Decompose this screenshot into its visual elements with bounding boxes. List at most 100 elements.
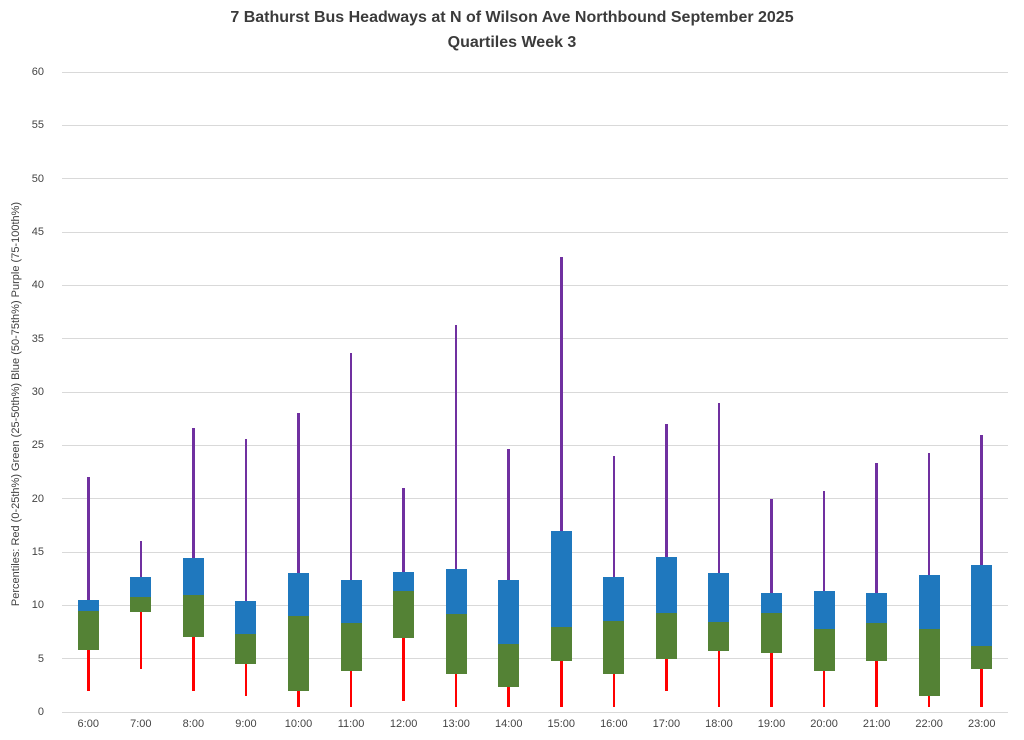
whisker-high — [87, 477, 90, 600]
x-tick-label: 21:00 — [862, 718, 891, 730]
box-25-50 — [445, 613, 467, 674]
box-50-75 — [288, 573, 309, 616]
whisker-low — [87, 650, 90, 691]
y-tick-label: 35 — [31, 332, 44, 345]
whisker-low — [980, 669, 983, 707]
box-50-75 — [813, 591, 835, 629]
y-axis: 0 5 10 15 20 25 30 35 40 45 50 55 60 — [0, 66, 52, 718]
whisker-low — [717, 651, 721, 707]
y-tick-label: 15 — [31, 546, 44, 558]
whisker-high — [454, 324, 458, 570]
whisker-high — [612, 456, 616, 577]
y-tick-label: 55 — [31, 119, 44, 132]
chart-subtitle: Quartiles Week 3 — [447, 34, 577, 51]
box-50-75 — [393, 572, 415, 592]
x-tick-label: 22:00 — [915, 718, 943, 730]
gridline — [62, 391, 1008, 393]
whisker-low — [560, 660, 563, 707]
y-tick-label: 30 — [31, 386, 44, 398]
box-25-50 — [761, 612, 782, 654]
whisker-low — [927, 696, 931, 707]
y-tick-label: 40 — [31, 279, 44, 292]
x-tick-label: 19:00 — [757, 718, 786, 730]
whisker-high — [402, 488, 405, 573]
whisker-high — [139, 541, 143, 577]
chart-title: 7 Bathurst Bus Headways at N of Wilson A… — [230, 9, 794, 26]
x-tick-label: 23:00 — [967, 718, 996, 730]
whisker-low — [297, 690, 300, 707]
x-tick-label: 6:00 — [77, 718, 99, 730]
box-25-50 — [655, 612, 677, 659]
whisker-low — [139, 611, 143, 670]
whisker-high — [980, 434, 983, 565]
x-tick-label: 13:00 — [442, 718, 470, 730]
gridline — [62, 711, 1008, 713]
whisker-high — [349, 352, 353, 580]
whisker-high — [927, 452, 931, 576]
whisker-low — [612, 673, 616, 707]
whisker-high — [717, 402, 721, 574]
whisker-low — [507, 687, 510, 707]
box-25-50 — [918, 628, 940, 696]
box-50-75 — [708, 573, 730, 623]
box-50-75 — [866, 592, 888, 624]
y-tick-label: 45 — [31, 226, 44, 238]
box-50-75 — [182, 558, 204, 595]
whisker-low — [402, 638, 405, 702]
y-tick-label: 5 — [37, 652, 44, 665]
whisker-high — [507, 448, 510, 580]
box-25-50 — [77, 610, 99, 651]
box-25-50 — [393, 591, 415, 639]
gridline — [62, 338, 1008, 340]
box-25-50 — [130, 596, 152, 612]
x-tick-label: 16:00 — [600, 718, 628, 730]
whisker-low — [665, 658, 668, 691]
x-tick-label: 9:00 — [235, 718, 257, 730]
box-25-50 — [813, 628, 835, 672]
whisker-low — [770, 653, 773, 707]
box-50-75 — [550, 530, 572, 627]
box-50-75 — [498, 579, 520, 644]
whisker-high — [244, 438, 248, 602]
whisker-high — [297, 413, 300, 574]
whisker-high — [770, 498, 773, 593]
box-25-50 — [235, 634, 257, 664]
y-tick-label: 60 — [31, 66, 44, 78]
whisker-low — [822, 671, 826, 707]
whisker-low — [875, 660, 878, 707]
box-25-50 — [498, 643, 520, 688]
box-50-75 — [603, 576, 625, 622]
gridline — [62, 604, 1008, 606]
gridline — [62, 658, 1008, 660]
x-tick-label: 12:00 — [389, 718, 418, 730]
box-25-50 — [603, 621, 625, 674]
x-tick-label: 17:00 — [652, 718, 681, 730]
box-25-50 — [340, 623, 362, 672]
whisker-high — [192, 428, 195, 559]
plot-area — [62, 71, 1008, 713]
x-tick-label: 18:00 — [705, 718, 733, 730]
x-tick-label: 11:00 — [337, 718, 365, 730]
whisker-high — [665, 424, 668, 558]
gridline — [62, 551, 1008, 553]
box-50-75 — [445, 569, 467, 614]
gridline — [62, 124, 1008, 126]
x-tick-label: 7:00 — [130, 718, 152, 730]
x-tick-label: 10:00 — [284, 718, 313, 730]
box-25-50 — [550, 626, 572, 661]
x-tick-label: 14:00 — [494, 718, 523, 730]
y-tick-label: 0 — [37, 706, 44, 718]
whisker-high — [875, 463, 878, 593]
box-25-50 — [288, 616, 309, 691]
y-tick-label: 20 — [31, 492, 44, 505]
whisker-high — [560, 256, 563, 531]
box-25-50 — [182, 594, 204, 638]
x-tick-label: 8:00 — [182, 718, 205, 730]
gridline — [62, 498, 1008, 500]
x-tick-label: 20:00 — [810, 718, 838, 730]
gridline — [62, 444, 1008, 446]
whisker-low — [192, 637, 195, 691]
y-tick-label: 25 — [31, 439, 44, 452]
y-tick-label: 10 — [31, 599, 44, 612]
box-50-75 — [655, 557, 677, 613]
